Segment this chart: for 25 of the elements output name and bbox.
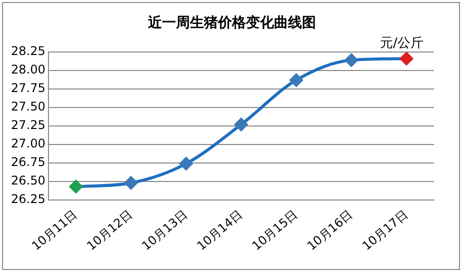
x-tick-label: 10月17日 [360, 207, 410, 254]
y-tick-label: 27.50 [10, 100, 46, 114]
x-tick-label: 10月11日 [29, 207, 80, 254]
x-tick-label: 10月16日 [304, 207, 356, 254]
point [234, 118, 248, 131]
point [124, 176, 138, 190]
y-tick-label: 28.00 [10, 62, 46, 77]
y-tick-label: 26.50 [10, 174, 46, 188]
point [344, 54, 358, 67]
y-tick-label: 27.25 [10, 118, 46, 132]
y-tick-label: 26.25 [10, 192, 46, 206]
x-tick-label: 10月12日 [84, 207, 135, 254]
point [400, 52, 413, 66]
point [290, 74, 303, 87]
y-tick-label: 27.00 [10, 136, 46, 151]
x-tick-label: 10月14日 [194, 207, 246, 254]
x-tick-label: 10月13日 [139, 207, 190, 254]
point [69, 180, 82, 194]
y-tick-label: 27.75 [10, 81, 46, 96]
x-tick-label: 10月15日 [249, 207, 300, 254]
y-tick-label: 28.25 [10, 44, 46, 58]
chart-title: 近一周生猪价格变化曲线图 [147, 14, 317, 32]
text: 元/公斤 [380, 35, 424, 52]
point [180, 157, 193, 170]
y-tick-label: 26.75 [10, 155, 46, 170]
